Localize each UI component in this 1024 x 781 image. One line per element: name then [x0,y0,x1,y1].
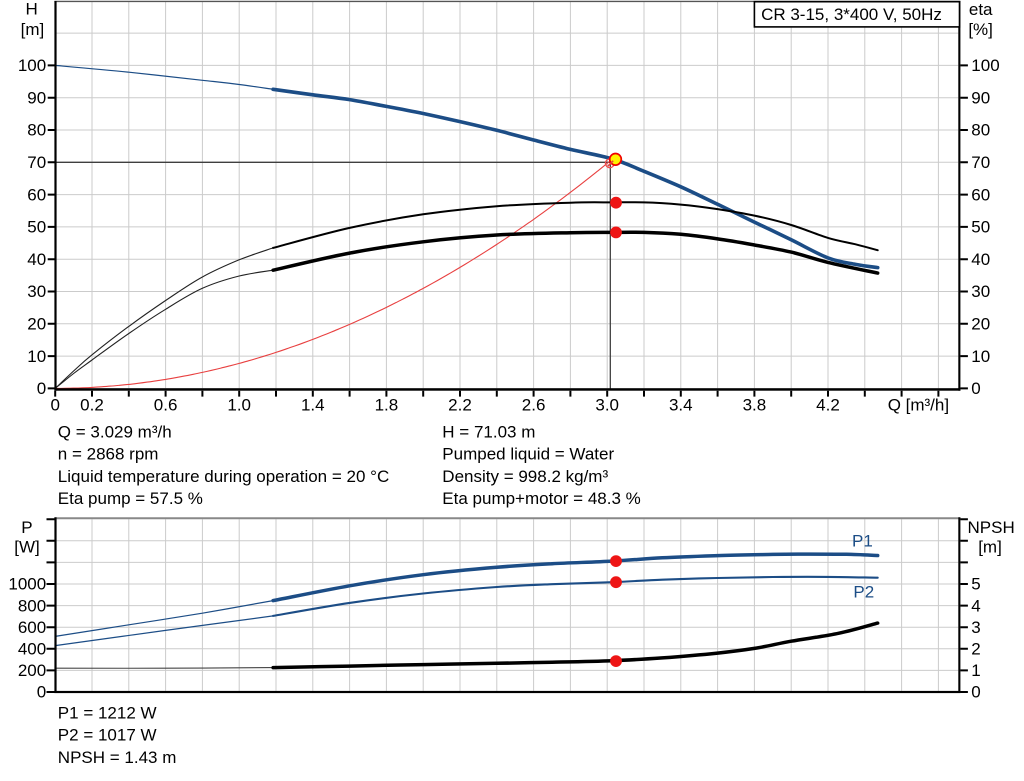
svg-text:Q [m³/h]: Q [m³/h] [888,396,949,415]
svg-text:10: 10 [27,347,46,366]
svg-text:1.4: 1.4 [301,396,325,415]
svg-text:0: 0 [971,683,980,702]
svg-text:n = 2868 rpm: n = 2868 rpm [58,445,159,464]
svg-text:50: 50 [27,218,46,237]
svg-text:3.0: 3.0 [595,396,619,415]
svg-text:[W]: [W] [14,537,40,556]
svg-text:30: 30 [971,282,990,301]
svg-text:3: 3 [971,618,980,637]
svg-text:0.2: 0.2 [80,396,104,415]
svg-text:0.6: 0.6 [154,396,178,415]
svg-text:3.4: 3.4 [669,396,693,415]
svg-text:800: 800 [18,596,46,615]
svg-text:40: 40 [971,250,990,269]
svg-text:P: P [21,518,32,537]
svg-text:2.6: 2.6 [522,396,546,415]
svg-text:[%]: [%] [968,20,993,39]
svg-text:eta: eta [969,0,993,19]
svg-text:P1 = 1212 W: P1 = 1212 W [58,703,157,722]
svg-text:100: 100 [18,56,46,75]
svg-text:3.8: 3.8 [743,396,767,415]
svg-text:5: 5 [971,575,980,594]
svg-text:Q = 3.029 m³/h: Q = 3.029 m³/h [58,423,172,442]
svg-text:90: 90 [27,88,46,107]
svg-text:40: 40 [27,250,46,269]
svg-text:60: 60 [971,185,990,204]
svg-text:Liquid temperature during oper: Liquid temperature during operation = 20… [58,467,389,486]
svg-text:P2 = 1017 W: P2 = 1017 W [58,726,157,745]
svg-text:0: 0 [50,396,59,415]
svg-text:Pumped liquid = Water: Pumped liquid = Water [442,445,614,464]
svg-text:20: 20 [971,315,990,334]
svg-text:1.8: 1.8 [375,396,399,415]
svg-text:1000: 1000 [8,575,46,594]
svg-text:200: 200 [18,661,46,680]
svg-text:NPSH: NPSH [968,518,1015,537]
svg-text:2.2: 2.2 [448,396,472,415]
svg-text:0: 0 [37,683,46,702]
svg-text:80: 80 [27,121,46,140]
svg-text:P2: P2 [853,583,874,602]
svg-text:0: 0 [37,379,46,398]
svg-text:50: 50 [971,218,990,237]
svg-text:[m]: [m] [21,20,45,39]
svg-text:4.2: 4.2 [816,396,840,415]
svg-text:30: 30 [27,282,46,301]
svg-text:Eta pump = 57.5 %: Eta pump = 57.5 % [58,489,203,508]
svg-text:70: 70 [971,153,990,172]
svg-text:NPSH = 1.43 m: NPSH = 1.43 m [58,748,177,767]
svg-text:70: 70 [27,153,46,172]
svg-text:H = 71.03 m: H = 71.03 m [442,423,535,442]
svg-text:2: 2 [971,640,980,659]
svg-text:600: 600 [18,618,46,637]
svg-text:CR 3-15, 3*400 V, 50Hz: CR 3-15, 3*400 V, 50Hz [761,5,942,24]
svg-text:80: 80 [971,121,990,140]
svg-text:100: 100 [971,56,999,75]
svg-text:4: 4 [971,596,980,615]
svg-text:0: 0 [971,379,980,398]
svg-text:90: 90 [971,88,990,107]
svg-text:Eta pump+motor = 48.3 %: Eta pump+motor = 48.3 % [442,489,640,508]
svg-text:[m]: [m] [978,538,1002,557]
svg-text:20: 20 [27,315,46,334]
svg-text:1.0: 1.0 [227,396,251,415]
svg-text:10: 10 [971,347,990,366]
svg-text:P1: P1 [852,532,873,551]
svg-text:1: 1 [971,661,980,680]
svg-text:Density = 998.2 kg/m³: Density = 998.2 kg/m³ [442,467,608,486]
svg-text:60: 60 [27,185,46,204]
svg-text:400: 400 [18,640,46,659]
svg-text:H: H [25,0,37,19]
